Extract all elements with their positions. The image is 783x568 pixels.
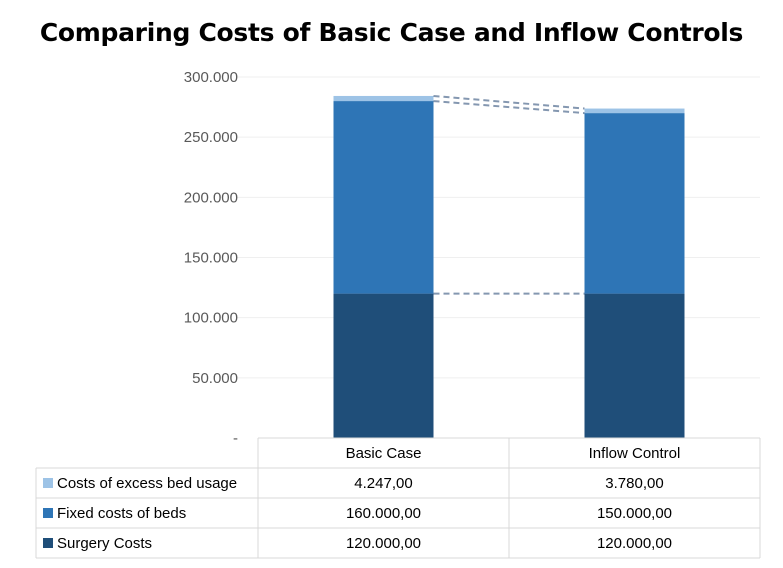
bar-segment: [333, 293, 434, 438]
data-label: 120.000,00: [346, 535, 421, 552]
bar-segment: [333, 101, 434, 294]
y-tick-label: 300.000: [184, 69, 238, 86]
y-tick-label: 150.000: [184, 250, 238, 267]
category-label: Inflow Control: [589, 445, 681, 462]
y-tick-label: 50.000: [192, 370, 238, 387]
y-tick-label: 100.000: [184, 310, 238, 327]
legend-key: [43, 508, 53, 518]
series-line: [433, 100, 585, 115]
y-tick-label: -: [233, 430, 238, 447]
legend-entry: Costs of excess bed usage: [57, 475, 237, 492]
data-label: 4.247,00: [354, 475, 412, 492]
bar-segment: [584, 113, 685, 294]
chart-title: Comparing Costs of Basic Case and Inflow…: [39, 18, 744, 47]
y-tick-label: 250.000: [184, 129, 238, 146]
legend-entry: Fixed costs of beds: [57, 505, 186, 522]
data-label: 150.000,00: [597, 505, 672, 522]
data-label: 120.000,00: [597, 535, 672, 552]
series-line: [433, 94, 585, 110]
bar-segment: [584, 108, 685, 114]
legend-entry: Surgery Costs: [57, 535, 152, 552]
legend-key: [43, 478, 53, 488]
data-label: 3.780,00: [605, 475, 663, 492]
bar-segment: [333, 95, 434, 102]
category-label: Basic Case: [346, 445, 422, 462]
legend-key: [43, 538, 53, 548]
data-label: 160.000,00: [346, 505, 421, 522]
bar-segment: [584, 293, 685, 438]
y-tick-label: 200.000: [184, 189, 238, 206]
